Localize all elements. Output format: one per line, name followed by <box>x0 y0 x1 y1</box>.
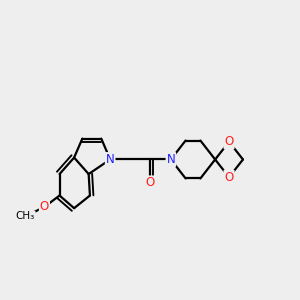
Text: N: N <box>106 153 115 166</box>
Text: O: O <box>224 135 234 148</box>
Text: CH₃: CH₃ <box>16 212 35 221</box>
Text: O: O <box>40 200 49 213</box>
Text: O: O <box>146 176 154 189</box>
Text: O: O <box>224 171 234 184</box>
Text: N: N <box>167 153 175 166</box>
